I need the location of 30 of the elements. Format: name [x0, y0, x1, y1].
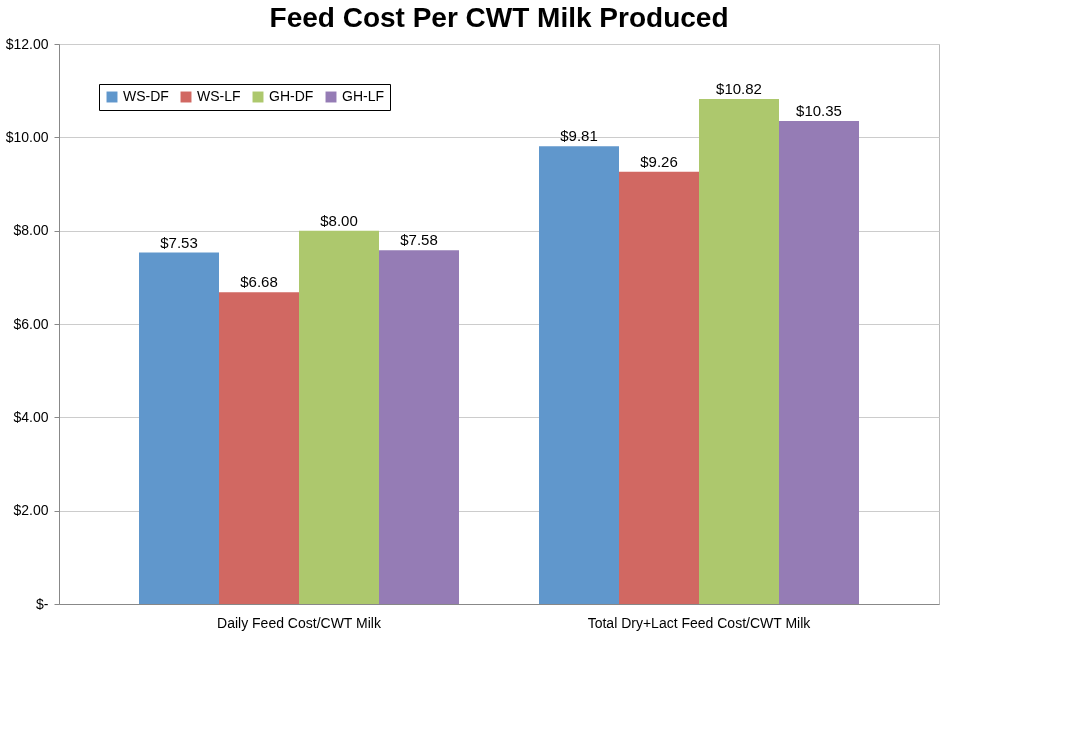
bar	[779, 121, 859, 604]
data-label: $8.00	[320, 211, 358, 229]
x-tick-label: Total Dry+Lact Feed Cost/CWT Milk	[587, 614, 812, 631]
chart-title: Feed Cost Per CWT Milk Produced	[269, 2, 729, 33]
data-label: $9.26	[640, 152, 678, 170]
legend-label: WS-LF	[197, 88, 241, 104]
bar	[139, 252, 219, 604]
legend-label: WS-DF	[123, 88, 169, 104]
legend-label: GH-DF	[269, 88, 314, 104]
bar	[219, 292, 299, 604]
bar	[379, 250, 459, 604]
bar	[299, 230, 379, 604]
data-label: $9.81	[560, 127, 598, 145]
data-label: $10.82	[716, 80, 762, 98]
y-tick-label: $10.00	[5, 128, 49, 145]
data-label: $6.68	[240, 273, 278, 291]
y-tick-label: $-	[36, 595, 49, 612]
bar	[699, 99, 779, 604]
y-tick-label: $2.00	[13, 502, 49, 519]
y-tick-label: $6.00	[13, 315, 49, 332]
x-tick-label: Daily Feed Cost/CWT Milk	[217, 614, 382, 631]
y-tick-label: $12.00	[5, 35, 49, 52]
legend-label: GH-LF	[342, 88, 384, 104]
y-tick-label: $8.00	[13, 222, 49, 239]
data-label: $10.35	[796, 102, 842, 119]
data-label: $7.58	[400, 231, 438, 249]
y-tick-label: $4.00	[13, 408, 49, 425]
bar	[619, 171, 699, 604]
bar	[539, 146, 619, 604]
data-label: $7.53	[160, 233, 198, 251]
